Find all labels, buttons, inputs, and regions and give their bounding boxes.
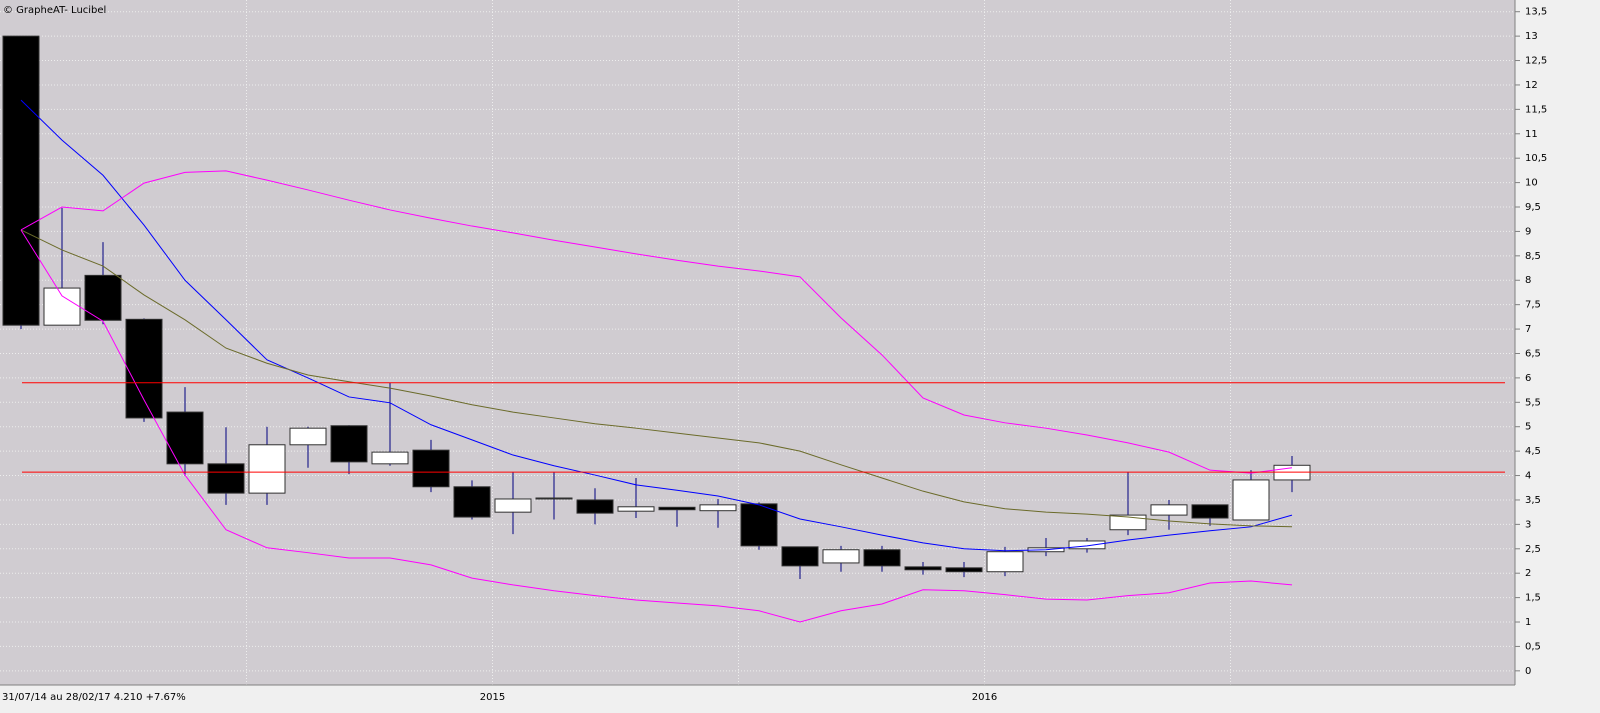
candle-body — [166, 411, 204, 465]
candle-body — [289, 427, 327, 446]
candle-body — [43, 287, 81, 326]
x-tick-label: 2016 — [972, 692, 997, 703]
y-tick-label: 1 — [1525, 617, 1531, 628]
candle-body — [535, 497, 573, 500]
candle-body — [412, 449, 450, 488]
candle-body — [658, 506, 696, 511]
candle-body — [2, 35, 40, 326]
y-tick-label: 11,5 — [1525, 104, 1547, 115]
y-tick-label: 10,5 — [1525, 153, 1547, 164]
y-tick-label: 6,5 — [1525, 348, 1541, 359]
footer: 31/07/14 au 28/02/17 4.210 +7.67% — [2, 692, 186, 703]
y-tick-label: 1,5 — [1525, 593, 1541, 604]
candle-body — [371, 451, 409, 465]
y-tick-label: 8,5 — [1525, 251, 1541, 262]
candle-body — [84, 274, 122, 321]
y-tick-label: 12 — [1525, 80, 1538, 91]
y-tick-label: 0,5 — [1525, 641, 1541, 652]
y-tick-label: 3 — [1525, 519, 1531, 530]
y-tick-label: 12,5 — [1525, 56, 1547, 67]
y-tick-label: 2 — [1525, 568, 1531, 579]
y-tick-label: 3,5 — [1525, 495, 1541, 506]
candle-body — [125, 318, 163, 419]
candle-body — [617, 506, 655, 512]
candle-body — [863, 549, 901, 567]
candle-body — [699, 504, 737, 512]
indicator-line — [20, 229, 1293, 623]
candle-body — [1232, 479, 1270, 521]
candle-body — [453, 486, 491, 518]
candle-body — [986, 551, 1024, 573]
candle-body — [1068, 540, 1106, 550]
candle-body — [1109, 514, 1147, 531]
y-tick-label: 7 — [1525, 324, 1531, 335]
candle-body — [330, 425, 368, 463]
candle-body — [1191, 504, 1229, 519]
indicator-line — [20, 99, 1293, 552]
y-tick-label: 5 — [1525, 422, 1531, 433]
candle-body — [740, 503, 778, 547]
y-tick-label: 13 — [1525, 31, 1538, 42]
y-tick-label: 10 — [1525, 178, 1538, 189]
y-tick-label: 9,5 — [1525, 202, 1541, 213]
candle-body — [207, 463, 245, 494]
chart-title: © GrapheAT- Lucibel — [3, 5, 106, 16]
y-tick-label: 8 — [1525, 275, 1531, 286]
y-tick-label: 5,5 — [1525, 397, 1541, 408]
candle-body — [494, 498, 532, 513]
candle-body — [576, 499, 614, 514]
candle-body — [1150, 504, 1188, 516]
indicator-line — [20, 229, 1293, 528]
y-tick-label: 13,5 — [1525, 7, 1547, 18]
plot-area — [0, 0, 1515, 685]
y-tick-label: 4 — [1525, 471, 1531, 482]
candle-body — [904, 566, 942, 571]
candle-body — [822, 549, 860, 564]
candle-body — [945, 567, 983, 573]
y-tick-label: 11 — [1525, 129, 1538, 140]
candle-body — [781, 546, 819, 567]
indicator-line — [20, 170, 1293, 474]
x-tick-label: 2015 — [480, 692, 505, 703]
y-tick-label: 2,5 — [1525, 544, 1541, 555]
y-tick-label: 4,5 — [1525, 446, 1541, 457]
y-tick-label: 0 — [1525, 666, 1531, 677]
candle-body — [248, 444, 286, 494]
y-tick-label: 9 — [1525, 226, 1531, 237]
y-tick-label: 6 — [1525, 373, 1531, 384]
y-tick-label: 7,5 — [1525, 300, 1541, 311]
